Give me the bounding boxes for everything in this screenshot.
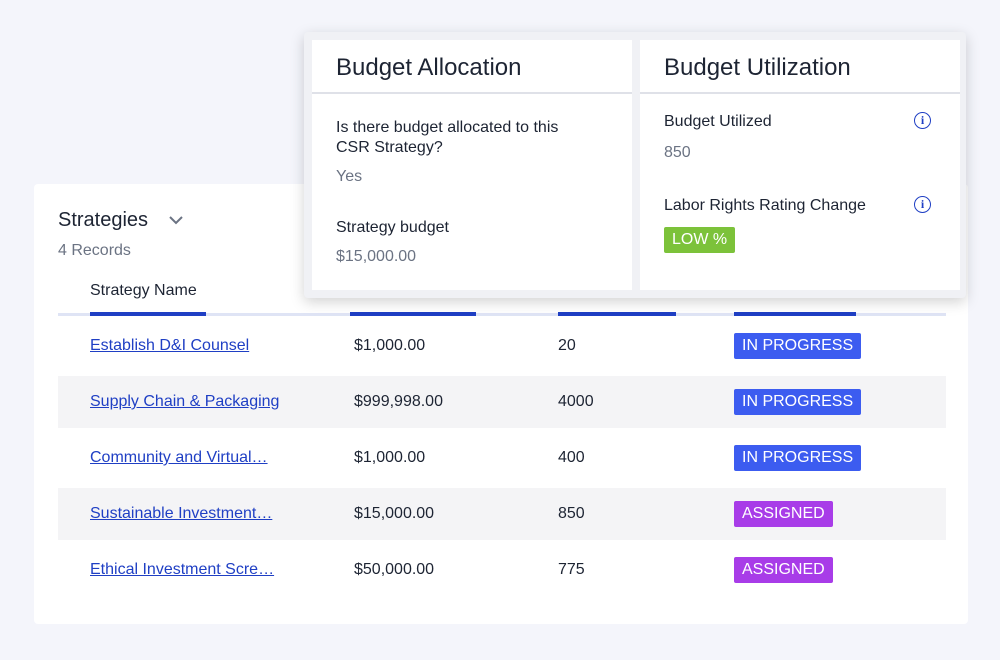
field-label: Is there budget allocated to this CSR St… [336,119,559,156]
panel-title: Budget Allocation [336,54,522,81]
field-label: Strategy budget [336,219,449,236]
record-count: 4 Records [58,242,131,259]
field-value: $15,000.00 [336,248,417,265]
status-badge: ASSIGNED [734,501,833,527]
utilized-cell: 775 [558,561,585,578]
allocation-panel: Budget Allocation Is there budget alloca… [312,40,632,290]
utilized-cell: 4000 [558,393,594,410]
header-underline [350,312,476,316]
utilized-cell: 400 [558,449,585,466]
strategy-link[interactable]: Community and Virtual… [90,449,268,466]
strategy-link[interactable]: Establish D&I Counsel [90,337,250,354]
header-line [58,313,946,316]
rating-badge: LOW % [664,227,736,253]
header-underline [734,312,856,316]
section-title: Strategies [58,209,149,231]
table-row: Supply Chain & Packaging $999,998.00 4000 I… [58,376,946,428]
field-label: Labor Rights Rating Change [664,197,866,214]
panel-title: Budget Utilization [664,54,851,81]
header-underline [558,312,676,316]
table-row: Establish D&I Counsel $1,000.00 20 IN PROGR… [58,320,946,372]
table-row: Sustainable Investment… $15,000.00 850 ASSI… [58,488,946,540]
budget-popover: Budget Allocation Is there budget alloca… [304,32,966,298]
divider [312,92,632,94]
info-icon[interactable]: i [914,112,931,129]
header-underline [90,312,206,316]
budget-cell: $15,000.00 [354,505,435,522]
utilized-cell: 20 [558,337,576,354]
field-value: 850 [664,144,691,161]
table-row: Ethical Investment Scre… $50,000.00 775 ASS… [58,544,946,596]
chevron[interactable] [168,214,184,226]
table-row: Community and Virtual… $1,000.00 400 IN PRO… [58,432,946,484]
strategy-link[interactable]: Ethical Investment Scre… [90,561,275,578]
status-badge: IN PROGRESS [734,389,862,415]
strategy-link[interactable]: Supply Chain & Packaging [90,393,280,410]
budget-cell: $999,998.00 [354,393,443,410]
status-badge: IN PROGRESS [734,445,862,471]
budget-cell: $1,000.00 [354,449,426,466]
status-badge: ASSIGNED [734,557,833,583]
budget-cell: $1,000.00 [354,337,426,354]
field-value: Yes [336,168,363,185]
info-icon[interactable]: i [914,196,931,213]
budget-cell: $50,000.00 [354,561,435,578]
strategy-link[interactable]: Sustainable Investment… [90,505,273,522]
utilized-cell: 850 [558,505,585,522]
field-label: Budget Utilized [664,113,772,130]
divider [640,92,960,94]
status-badge: IN PROGRESS [734,333,862,359]
utilization-panel: Budget Utilization Budget Utilized i 850… [640,40,960,290]
column-header[interactable]: Strategy Name [90,282,197,299]
